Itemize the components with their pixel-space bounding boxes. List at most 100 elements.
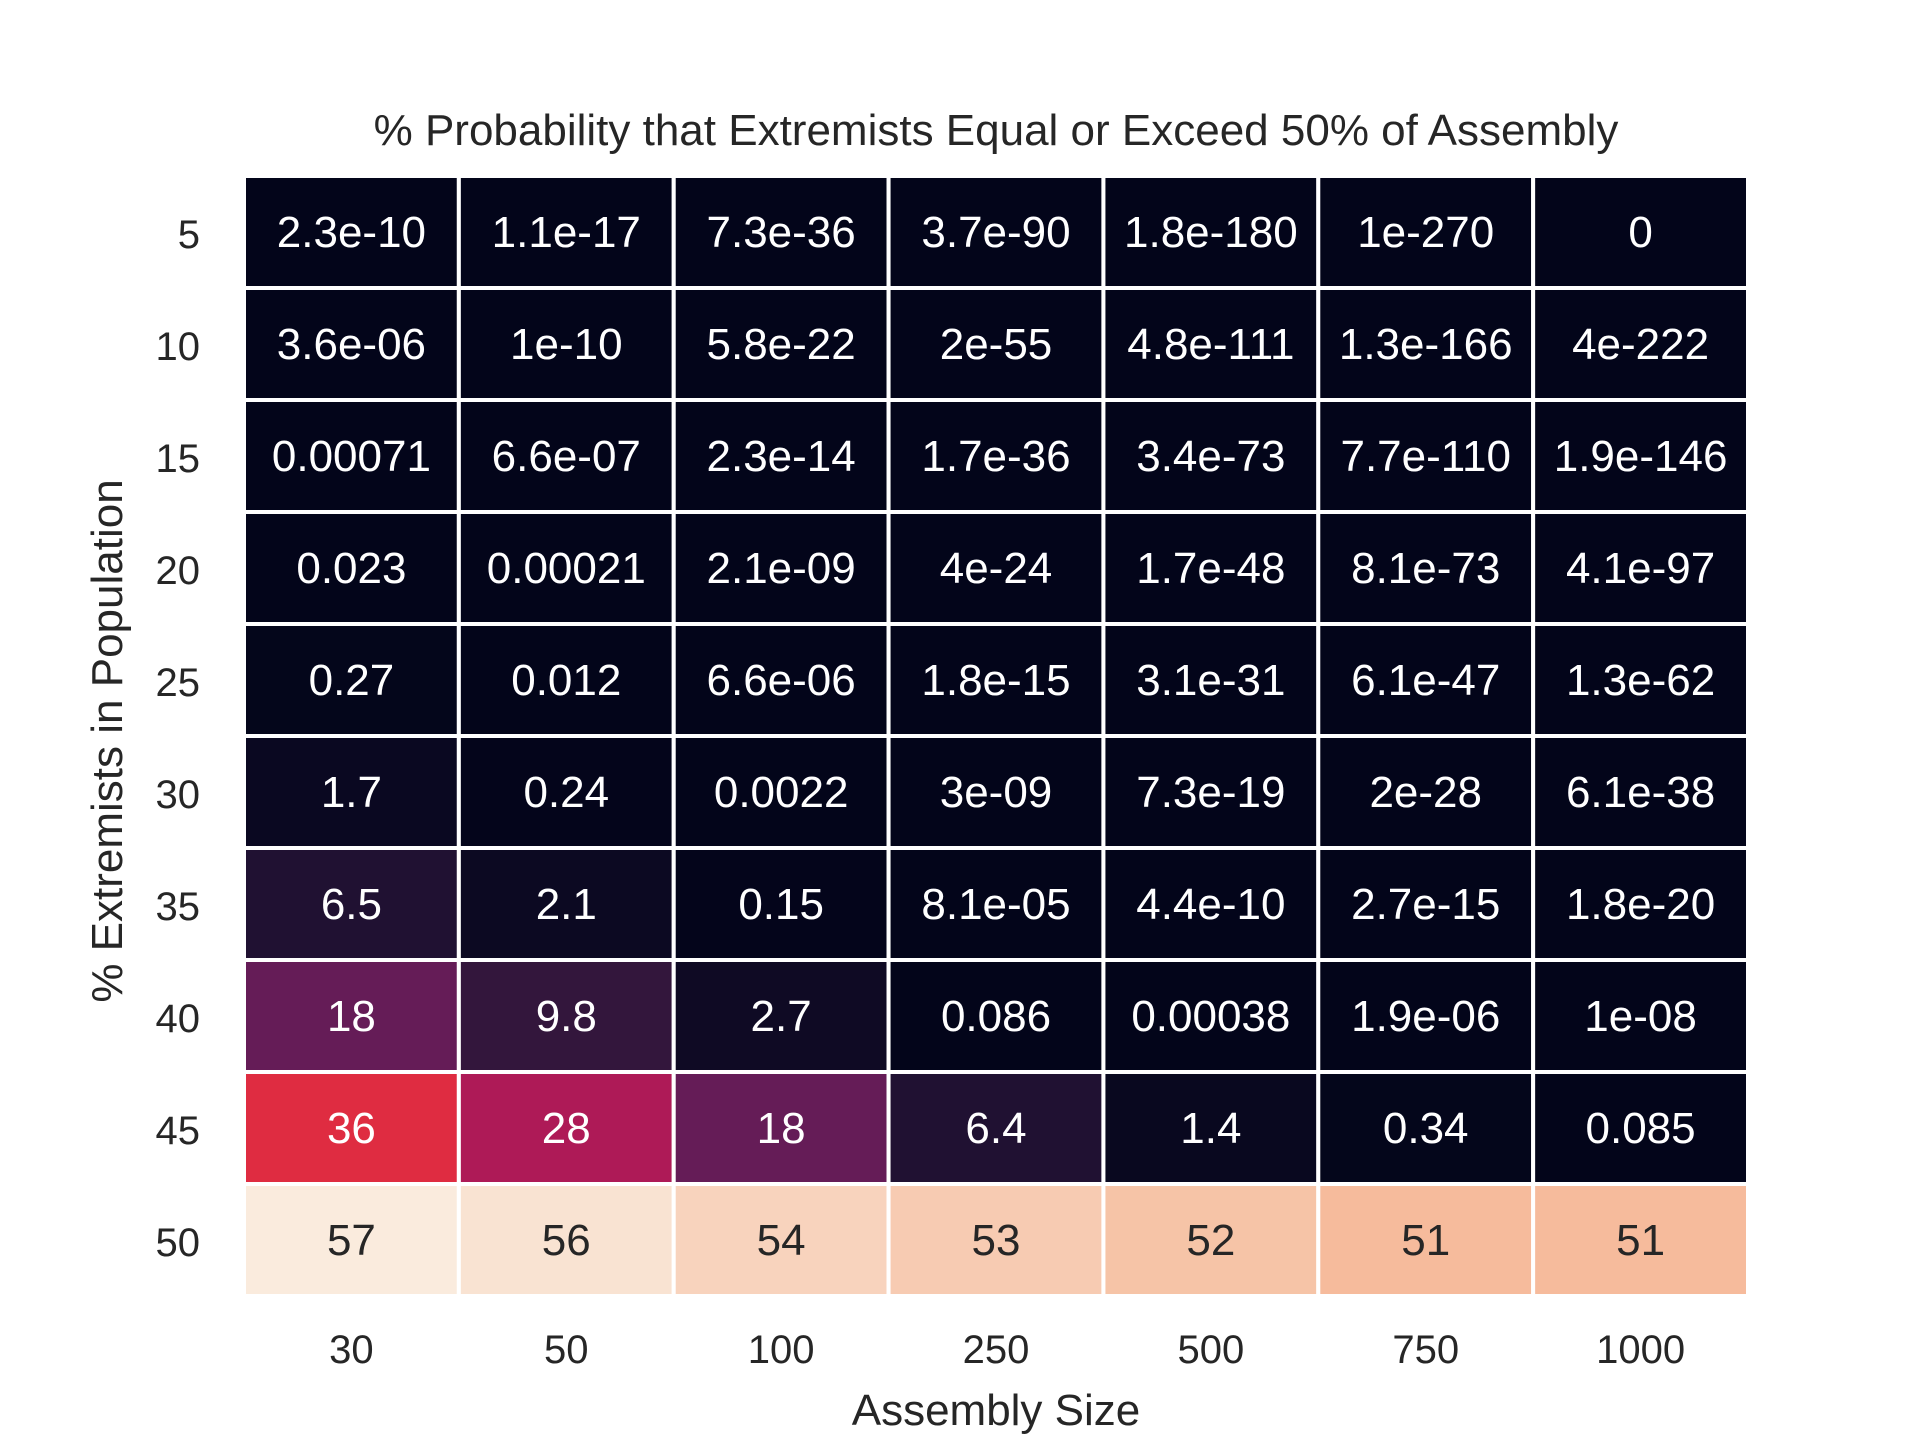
cell-value-label: 28 xyxy=(542,1104,591,1153)
y-tick-label: 15 xyxy=(156,437,201,481)
cell-value-label: 5.8e-22 xyxy=(707,320,856,369)
heatmap-cell xyxy=(886,846,1106,962)
cell-value-label: 1.9e-06 xyxy=(1351,992,1500,1041)
heatmap-cell xyxy=(671,286,891,402)
cell-value-label: 3e-09 xyxy=(940,768,1053,817)
cell-value-label: 0.085 xyxy=(1586,1104,1696,1153)
cell-value-label: 0.27 xyxy=(309,656,395,705)
cell-value-label: 8.1e-73 xyxy=(1351,544,1500,593)
cell-value-label: 0.00038 xyxy=(1131,992,1290,1041)
cell-value-label: 1.7 xyxy=(321,768,382,817)
y-tick-label: 35 xyxy=(156,885,201,929)
x-tick-label: 750 xyxy=(1392,1328,1459,1372)
heatmap-cell xyxy=(1316,174,1536,290)
cell-value-label: 18 xyxy=(757,1104,806,1153)
heatmap-cell xyxy=(1316,510,1536,626)
cell-value-label: 52 xyxy=(1186,1216,1235,1265)
cell-value-label: 0.00021 xyxy=(487,544,646,593)
cell-value-label: 3.1e-31 xyxy=(1136,656,1285,705)
x-tick-label: 30 xyxy=(329,1328,374,1372)
cell-value-label: 4e-222 xyxy=(1572,320,1709,369)
x-tick-label: 100 xyxy=(748,1328,815,1372)
cell-value-label: 4.1e-97 xyxy=(1566,544,1715,593)
y-tick-label: 50 xyxy=(156,1221,201,1265)
cell-value-label: 18 xyxy=(327,992,376,1041)
cell-value-label: 1e-08 xyxy=(1584,992,1697,1041)
heatmap-cell xyxy=(1531,958,1750,1074)
heatmap-cell xyxy=(886,398,1106,514)
cell-value-label: 3.6e-06 xyxy=(277,320,426,369)
cell-value-label: 6.4 xyxy=(965,1104,1026,1153)
cell-value-label: 2e-28 xyxy=(1369,768,1482,817)
cell-value-label: 56 xyxy=(542,1216,591,1265)
y-tick-label: 45 xyxy=(156,1109,201,1153)
heatmap-cell xyxy=(456,958,676,1074)
cell-value-label: 1.4 xyxy=(1180,1104,1241,1153)
heatmap-cell xyxy=(1316,1182,1536,1298)
cell-value-label: 7.3e-36 xyxy=(707,208,856,257)
cell-value-label: 1.8e-180 xyxy=(1124,208,1298,257)
cell-value-label: 9.8 xyxy=(536,992,597,1041)
y-tick-labels: 5 10 15 20 25 30 35 40 45 50 xyxy=(156,213,201,1265)
cell-value-label: 6.6e-06 xyxy=(707,656,856,705)
heatmap-cell xyxy=(1316,846,1536,962)
cell-value-label: 2.3e-10 xyxy=(277,208,426,257)
cell-value-label: 2e-55 xyxy=(940,320,1053,369)
cell-value-label: 6.5 xyxy=(321,880,382,929)
cell-value-label: 1.1e-17 xyxy=(492,208,641,257)
x-tick-label: 1000 xyxy=(1596,1328,1685,1372)
heatmap-cell xyxy=(671,398,891,514)
cell-value-label: 2.3e-14 xyxy=(707,432,856,481)
heatmap-cell xyxy=(242,510,461,626)
x-tick-label: 50 xyxy=(544,1328,589,1372)
heatmap-cell xyxy=(242,1182,461,1298)
heatmap-cell xyxy=(456,734,676,850)
heatmap-cell xyxy=(1101,286,1321,402)
cell-value-label: 1.9e-146 xyxy=(1554,432,1728,481)
cell-value-label: 1.3e-166 xyxy=(1339,320,1513,369)
cell-value-label: 7.3e-19 xyxy=(1136,768,1285,817)
cell-value-label: 0.34 xyxy=(1383,1104,1469,1153)
y-axis-label: % Extremists in Population xyxy=(83,479,132,1002)
cell-value-label: 6.6e-07 xyxy=(492,432,641,481)
y-tick-label: 25 xyxy=(156,661,201,705)
heatmap-cells: 2.3e-10 1.1e-17 7.3e-36 3.7e-90 1.8e-180 1e-2… xyxy=(242,174,1750,1298)
heatmap-cell xyxy=(671,846,891,962)
cell-value-label: 7.7e-110 xyxy=(1340,432,1510,481)
cell-value-label: 2.1 xyxy=(536,880,597,929)
cell-value-label: 4.8e-111 xyxy=(1127,320,1294,369)
x-tick-labels: 30 50 100 250 500 750 1000 xyxy=(329,1328,1685,1372)
cell-value-label: 2.7e-15 xyxy=(1351,880,1500,929)
heatmap-cell xyxy=(1531,286,1750,402)
cell-value-label: 6.1e-47 xyxy=(1351,656,1500,705)
x-axis-label: Assembly Size xyxy=(852,1386,1141,1435)
cell-value-label: 3.7e-90 xyxy=(921,208,1070,257)
heatmap-cell xyxy=(456,398,676,514)
cell-value-label: 57 xyxy=(327,1216,376,1265)
cell-value-label: 8.1e-05 xyxy=(921,880,1070,929)
cell-value-label: 0.0022 xyxy=(714,768,849,817)
heatmap-cell xyxy=(886,1182,1106,1298)
cell-value-label: 0.086 xyxy=(941,992,1051,1041)
cell-value-label: 0.023 xyxy=(296,544,406,593)
cell-value-label: 0.15 xyxy=(738,880,824,929)
heatmap-cell xyxy=(242,174,461,290)
heatmap-cell xyxy=(1531,734,1750,850)
y-tick-label: 40 xyxy=(156,997,201,1041)
heatmap-cell xyxy=(1101,846,1321,962)
y-tick-label: 20 xyxy=(156,549,201,593)
heatmap-cell xyxy=(1101,958,1321,1074)
heatmap-cell xyxy=(1316,958,1536,1074)
heatmap-cell xyxy=(1531,398,1750,514)
cell-value-label: 2.7 xyxy=(751,992,812,1041)
heatmap-cell xyxy=(1316,398,1536,514)
heatmap-cell xyxy=(242,622,461,738)
cell-value-label: 1.7e-36 xyxy=(921,432,1070,481)
heatmap-cell xyxy=(1101,398,1321,514)
y-tick-label: 10 xyxy=(156,325,201,369)
cell-value-label: 0.24 xyxy=(523,768,609,817)
chart-title: % Probability that Extremists Equal or E… xyxy=(374,106,1619,155)
heatmap-cell xyxy=(886,958,1106,1074)
cell-value-label: 0.00071 xyxy=(272,432,431,481)
